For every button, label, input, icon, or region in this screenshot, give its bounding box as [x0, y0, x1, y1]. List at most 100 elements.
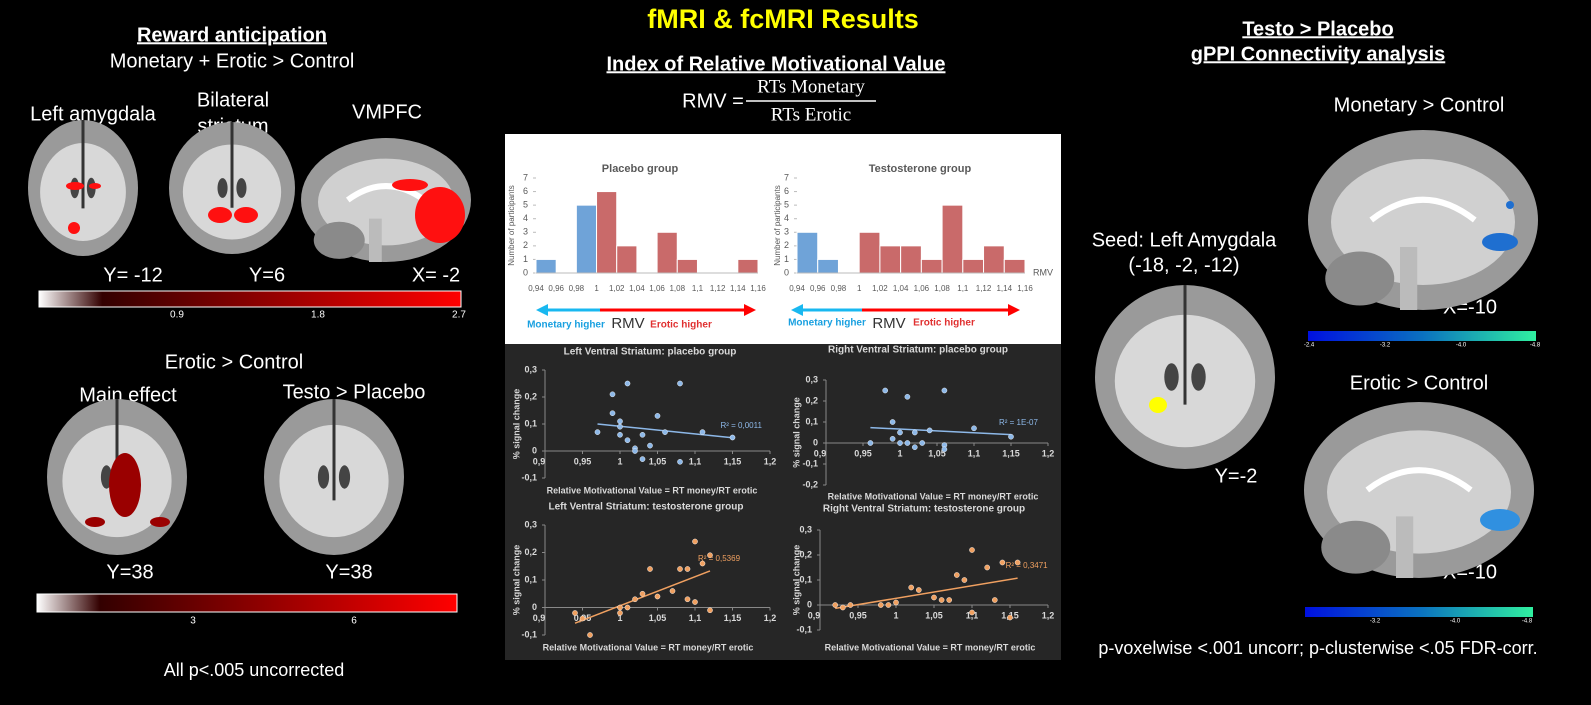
x-axis-label: Relative Motivational Value = RT money/R… [543, 642, 754, 652]
corpus-callosum [345, 183, 427, 203]
x-tick-label: 1,2 [764, 613, 777, 623]
data-point [984, 564, 991, 571]
y-tick-label: -0,1 [796, 624, 812, 634]
bar [817, 258, 839, 274]
x-tick-label: 0,96 [548, 284, 564, 293]
x-tick-label: 1,2 [764, 456, 777, 466]
colorbar-tick: 6 [351, 616, 357, 627]
data-point [1008, 433, 1014, 440]
data-point [889, 435, 896, 442]
data-point [941, 446, 948, 453]
activation [1506, 201, 1514, 209]
arrow-label: Erotic higher [913, 318, 975, 329]
x-tick-label: 1 [897, 448, 902, 458]
data-point [609, 410, 616, 417]
x-tick-label: 0,9 [533, 613, 546, 623]
colorbar-tick: 2.7 [452, 310, 466, 321]
activation [1482, 233, 1518, 251]
histogram: Placebo group Number of participants 0 1 2 3 4… [507, 163, 766, 293]
y-axis-label: % signal change [791, 545, 801, 616]
bar [983, 245, 1005, 274]
x-tick-label: 1 [893, 610, 898, 620]
colorbar-tick: -2.4 [1304, 343, 1315, 349]
data-point [919, 440, 926, 446]
ventricle [236, 178, 247, 198]
y-tick-label: 0,1 [524, 574, 537, 584]
colorbar-tick: 0.9 [170, 310, 184, 321]
data-point [992, 597, 998, 603]
x-tick-label: 1,05 [649, 456, 667, 466]
y-tick-label: 3 [523, 227, 528, 237]
bar [575, 204, 598, 274]
contrast: Monetary + Erotic > Control [110, 50, 355, 72]
data-point [617, 418, 623, 425]
ventricle [217, 178, 228, 198]
corpus-callosum [1365, 467, 1473, 493]
x-tick-label: 1,2 [1042, 610, 1055, 620]
y-axis-label: % signal change [511, 545, 521, 616]
data-point [617, 604, 623, 611]
data-point [617, 431, 623, 438]
activation [415, 187, 465, 243]
y-tick-label: 7 [784, 172, 789, 182]
data-point [938, 597, 945, 603]
bar [596, 191, 618, 274]
chart-title: Right Ventral Striatum: testosterone gro… [823, 504, 1025, 515]
annotation: R² = 0,5369 [698, 554, 741, 563]
x-tick-label: 1,04 [629, 284, 645, 293]
panel-label: Testo > Placebo [283, 381, 426, 403]
data-point [904, 440, 911, 446]
x-tick-label: 1,12 [710, 284, 726, 293]
colorbar-tick: 1.8 [311, 310, 325, 321]
activation [150, 517, 170, 527]
colorbar [1308, 331, 1536, 341]
y-tick-label: -0,1 [521, 472, 537, 482]
data-point [897, 429, 903, 436]
x-tick-label: 1,12 [976, 284, 992, 293]
data-point [624, 437, 631, 444]
trend-line [870, 426, 1012, 436]
slice-label: Y=38 [106, 561, 153, 583]
colorbar-tick: -4.0 [1456, 343, 1467, 349]
data-point [912, 429, 918, 436]
heading: Reward anticipation [137, 24, 327, 46]
activation [1149, 397, 1167, 413]
x-tick-label: 1,05 [649, 613, 667, 623]
y-tick-label: 1 [523, 254, 528, 264]
x-axis-label: RMV [1033, 267, 1053, 277]
data-point [617, 423, 623, 430]
y-tick-label: 0,3 [524, 364, 537, 374]
brain-slice [169, 122, 295, 254]
activation [1480, 509, 1520, 531]
x-tick-label: 1,05 [928, 448, 946, 458]
data-point [587, 632, 593, 638]
data-point [654, 413, 661, 419]
colorbar-tick: -3.2 [1370, 619, 1381, 625]
arrow-label: RMV [611, 315, 644, 332]
x-tick-label: 1,1 [689, 613, 702, 623]
data-point [699, 560, 706, 567]
brain-slice [1308, 130, 1538, 310]
bar [900, 245, 922, 274]
arrow [536, 304, 1020, 316]
bar [796, 231, 819, 274]
region-label: Left amygdala [30, 103, 157, 125]
data-point [647, 442, 653, 449]
corpus-callosum [1369, 196, 1477, 223]
x-axis-label: Relative Motivational Value = RT money/R… [828, 491, 1039, 501]
activation [68, 222, 80, 234]
brain-slice [1095, 285, 1275, 469]
data-point [647, 566, 653, 572]
trend-line [835, 577, 1018, 610]
data-point [699, 429, 706, 435]
scatter-chart: Right Ventral Striatum: placebo group Rel… [791, 345, 1054, 502]
y-tick-label: 0,2 [524, 547, 537, 557]
colorbar-tick: -4.8 [1530, 343, 1541, 349]
data-point [954, 572, 960, 578]
data-point [639, 590, 646, 597]
data-point [904, 393, 911, 400]
x-tick-label: 0,98 [831, 284, 847, 293]
arrow-label: RMV [872, 315, 905, 332]
bar [656, 231, 678, 274]
